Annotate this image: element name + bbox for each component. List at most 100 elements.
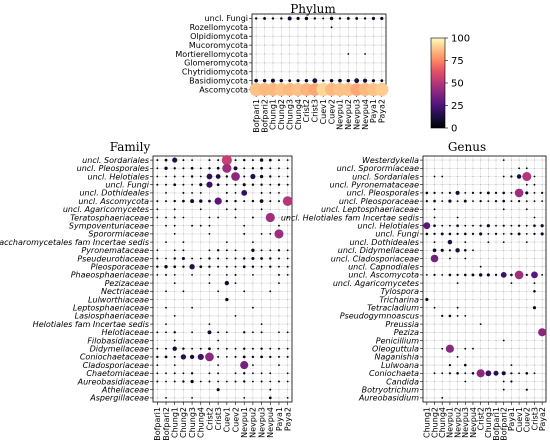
bubble-point (263, 17, 266, 20)
bubble-point (456, 273, 459, 277)
bubble-point (502, 175, 505, 178)
bubble-point (464, 184, 466, 186)
y-tick-label: uncl. Pleosporales (77, 164, 149, 173)
bubble-point (208, 249, 211, 252)
bubble-point (224, 280, 230, 286)
bubble-point (457, 364, 459, 366)
bubble-point (426, 364, 428, 366)
bubble-point (173, 199, 176, 203)
bubble-point (269, 233, 272, 235)
bubble-point (472, 217, 474, 218)
y-tick-label: uncl. Pleosporales (347, 189, 419, 198)
bubble-point (165, 290, 167, 293)
bubble-point (156, 233, 158, 235)
bubble-point (172, 346, 177, 351)
bubble-point (433, 241, 436, 244)
bubble-point (541, 191, 544, 195)
bubble-point (485, 370, 492, 377)
bubble-point (518, 208, 520, 210)
bubble-point (457, 208, 459, 210)
bubble-point (339, 53, 341, 55)
bubble-point (165, 389, 167, 391)
bubble-point (234, 355, 237, 358)
bubble-point (478, 273, 483, 277)
bubble-point (510, 340, 512, 341)
bubble-point (518, 167, 520, 170)
bubble-point (464, 217, 466, 218)
bubble-point (541, 389, 543, 391)
bubble-point (472, 167, 474, 169)
bubble-point (434, 299, 435, 300)
bubble-point (260, 233, 263, 235)
bubble-point (440, 232, 444, 236)
colorbar-tick-label: 100 (451, 34, 470, 45)
bubble-point (278, 208, 280, 210)
bubble-point (464, 315, 467, 317)
x-tick-label: Paya1 (507, 407, 516, 431)
bubble-point (464, 290, 466, 292)
bubble-point (305, 26, 307, 28)
bubble-point (182, 380, 185, 383)
bubble-point (208, 282, 211, 284)
bubble-point (449, 389, 451, 391)
bubble-point (330, 26, 333, 29)
bubble-point (426, 258, 428, 259)
bubble-point (526, 331, 528, 333)
bubble-point (225, 183, 228, 186)
bubble-point (322, 53, 324, 55)
bubble-point (434, 290, 435, 292)
bubble-point (449, 282, 451, 284)
bubble-point (526, 323, 528, 325)
bubble-point (463, 363, 467, 367)
bubble-point (441, 217, 443, 218)
bubble-point (347, 71, 349, 73)
bubble-point (174, 323, 176, 325)
bubble-point (441, 323, 443, 325)
bubble-point (235, 233, 236, 235)
bubble-point (278, 224, 280, 227)
bubble-point (541, 397, 543, 399)
bubble-point (286, 274, 289, 276)
bubble-point (243, 158, 246, 162)
bubble-point (255, 35, 257, 37)
bubble-point (503, 282, 505, 284)
bubble-point (216, 166, 220, 170)
bubble-point (235, 299, 236, 300)
bubble-point (501, 371, 506, 376)
bubble-point (314, 35, 316, 37)
bubble-point (441, 208, 443, 210)
bubble-point (252, 331, 254, 334)
bubble-point (174, 299, 176, 300)
bubble-point (209, 307, 210, 309)
colorbar-tick-label: 50 (451, 79, 464, 90)
bubble-point (260, 208, 263, 211)
bubble-point (518, 249, 520, 251)
bubble-point (243, 232, 246, 235)
bubble-point (434, 331, 435, 333)
bubble-point (156, 290, 158, 292)
bubble-point (156, 241, 158, 243)
x-tick-label: Crist2 (205, 407, 214, 431)
bubble-point (495, 266, 497, 268)
y-tick-label: Chytridiomycota (182, 68, 248, 77)
bubble-point (518, 217, 520, 218)
bubble-point (209, 315, 210, 317)
bubble-point (480, 290, 482, 292)
bubble-point (441, 241, 443, 243)
bubble-point (197, 353, 204, 360)
bubble-point (268, 396, 272, 400)
y-tick-label: uncl. Fungi (105, 181, 149, 190)
bubble-point (434, 315, 435, 317)
bubble-point (208, 265, 211, 268)
bubble-point (441, 331, 443, 333)
bubble-point (182, 347, 185, 350)
bubble-point (200, 340, 202, 341)
bubble-point (354, 78, 360, 84)
y-tick-label: Olpidiomycota (190, 32, 248, 41)
bubble-point (205, 352, 214, 362)
bubble-point (448, 257, 451, 260)
bubble-point (208, 199, 211, 203)
bubble-point (472, 389, 474, 391)
y-tick-label: Rozellomycota (190, 23, 249, 32)
